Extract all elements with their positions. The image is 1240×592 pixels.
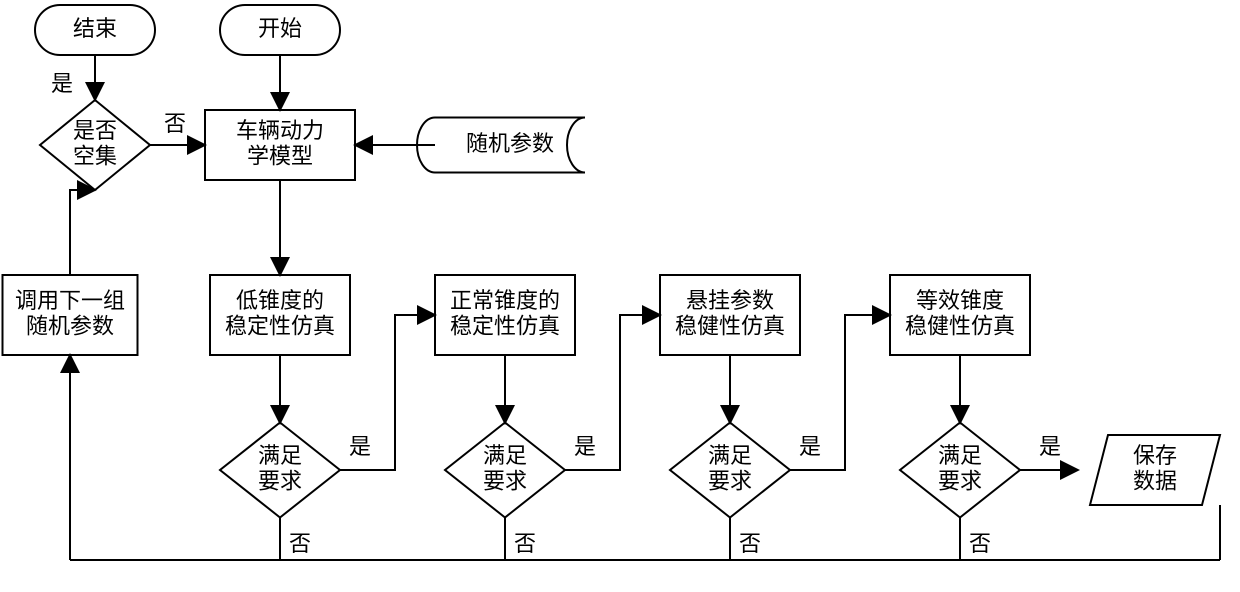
edge-label-14: 否 — [514, 531, 536, 556]
edge-label-12: 是 — [1039, 434, 1061, 459]
svg-text:要求: 要求 — [938, 468, 982, 493]
svg-text:低锥度的: 低锥度的 — [236, 288, 324, 313]
svg-text:稳定性仿真: 稳定性仿真 — [225, 313, 335, 338]
edge-label-11: 是 — [799, 434, 821, 459]
edge-label-15: 否 — [739, 531, 761, 556]
svg-text:要求: 要求 — [258, 468, 302, 493]
svg-text:数据: 数据 — [1133, 468, 1177, 493]
edge-label-16: 否 — [969, 531, 991, 556]
edge-label-3: 否 — [164, 111, 186, 136]
svg-text:稳定性仿真: 稳定性仿真 — [450, 313, 560, 338]
svg-text:随机参数: 随机参数 — [466, 131, 554, 156]
edge-label-13: 否 — [289, 531, 311, 556]
svg-text:满足: 满足 — [258, 443, 302, 468]
svg-text:开始: 开始 — [258, 16, 302, 41]
svg-text:等效锥度: 等效锥度 — [916, 288, 1004, 313]
svg-text:要求: 要求 — [708, 468, 752, 493]
edge-label-10: 是 — [574, 434, 596, 459]
svg-text:保存: 保存 — [1133, 443, 1177, 468]
svg-text:要求: 要求 — [483, 468, 527, 493]
svg-text:车辆动力: 车辆动力 — [236, 118, 324, 143]
svg-text:调用下一组: 调用下一组 — [15, 288, 125, 313]
svg-text:满足: 满足 — [938, 443, 982, 468]
svg-text:结束: 结束 — [73, 16, 117, 41]
svg-text:稳健性仿真: 稳健性仿真 — [675, 313, 785, 338]
edge-20 — [70, 190, 95, 275]
svg-text:悬挂参数: 悬挂参数 — [686, 288, 774, 313]
svg-text:正常锥度的: 正常锥度的 — [450, 288, 560, 313]
svg-text:满足: 满足 — [483, 443, 527, 468]
svg-text:空集: 空集 — [73, 143, 117, 168]
svg-text:稳健性仿真: 稳健性仿真 — [905, 313, 1015, 338]
svg-text:随机参数: 随机参数 — [26, 313, 114, 338]
svg-text:学模型: 学模型 — [247, 143, 313, 168]
edge-label-2: 是 — [51, 71, 73, 96]
edge-label-9: 是 — [349, 434, 371, 459]
svg-text:满足: 满足 — [708, 443, 752, 468]
svg-text:是否: 是否 — [73, 118, 117, 143]
